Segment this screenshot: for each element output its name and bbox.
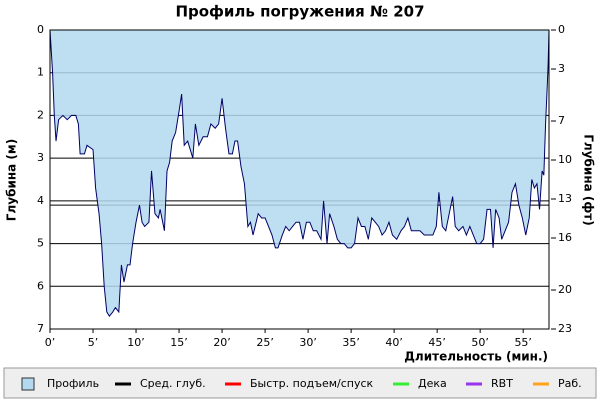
x-tick-label: 15’ [170, 336, 188, 349]
x-tick-label: 55’ [514, 336, 532, 349]
y2-tick-label: 7 [558, 114, 565, 127]
legend-label: Раб. [558, 377, 582, 390]
x-tick-label: 20’ [213, 336, 231, 349]
y2-tick-label: 0 [558, 23, 565, 36]
y-tick-label: 4 [37, 194, 44, 207]
y2-tick-label: 10 [558, 153, 572, 166]
x-tick-label: 40’ [385, 336, 403, 349]
x-tick-label: 45’ [428, 336, 446, 349]
y-tick-label: 6 [37, 279, 44, 292]
legend-label: RBT [491, 377, 513, 390]
y-tick-label: 5 [37, 237, 44, 250]
y2-tick-label: 16 [558, 231, 572, 244]
y2-axis-label: Глубина (фт) [582, 134, 596, 225]
legend-label: Дека [418, 377, 447, 390]
y-tick-label: 3 [37, 151, 44, 164]
x-tick-label: 50’ [471, 336, 489, 349]
y-axis-label: Глубина (м) [5, 139, 19, 221]
y-tick-label: 2 [37, 108, 44, 121]
legend-label: Сред. глуб. [140, 377, 206, 390]
x-tick-label: 35’ [342, 336, 360, 349]
x-tick-label: 5’ [88, 336, 99, 349]
y2-tick-label: 13 [558, 192, 572, 205]
legend-label: Быстр. подъем/спуск [250, 377, 374, 390]
x-tick-label: 10’ [127, 336, 145, 349]
x-tick-label: 25’ [256, 336, 274, 349]
y2-tick-label: 3 [558, 62, 565, 75]
chart-title: Профиль погружения № 207 [175, 3, 424, 21]
y-tick-label: 1 [37, 66, 44, 79]
profile-line [49, 29, 550, 318]
x-tick-label: 30’ [299, 336, 317, 349]
y2-tick-label: 20 [558, 283, 572, 296]
y-tick-label: 7 [37, 322, 44, 335]
legend-label: Профиль [47, 377, 99, 390]
y2-tick-label: 23 [558, 322, 572, 335]
x-tick-label: 0’ [45, 336, 56, 349]
profile-area [50, 30, 549, 317]
plot-frame [49, 29, 550, 330]
x-axis-label: Длительность (мин.) [404, 350, 548, 364]
legend-swatch [21, 377, 35, 391]
y-tick-label: 0 [37, 23, 44, 36]
legend-box [3, 367, 597, 399]
